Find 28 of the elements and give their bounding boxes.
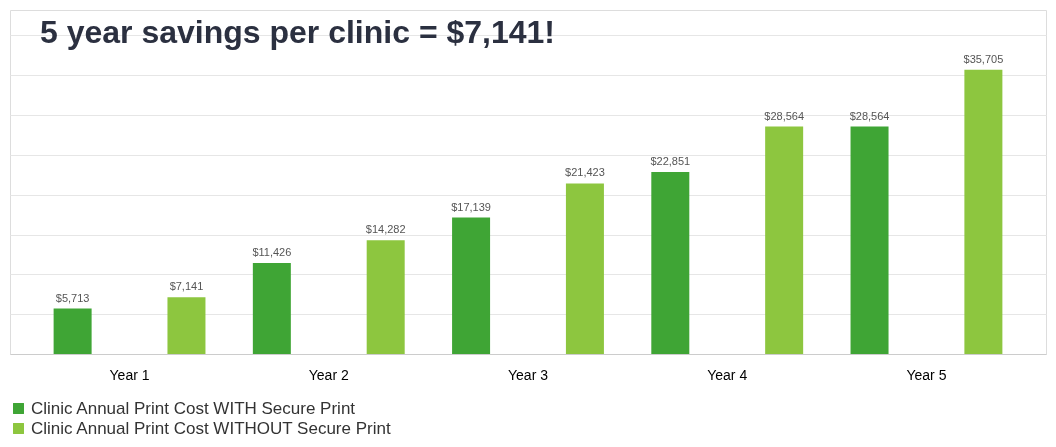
x-tick-label: Year 4 bbox=[707, 366, 748, 383]
data-label: $7,141 bbox=[169, 280, 204, 293]
data-label: $22,851 bbox=[650, 155, 691, 168]
bar bbox=[53, 308, 92, 354]
bar bbox=[366, 240, 405, 354]
x-tick-label: Year 2 bbox=[308, 366, 349, 383]
legend-label: Clinic Annual Print Cost WITH Secure Print bbox=[31, 398, 356, 418]
chart-title: 5 year savings per clinic = $7,141! bbox=[40, 14, 555, 50]
data-label: $17,139 bbox=[451, 200, 491, 213]
bar bbox=[765, 126, 804, 354]
bar bbox=[850, 126, 889, 354]
bar bbox=[452, 217, 491, 354]
x-tick-label: Year 3 bbox=[508, 366, 549, 383]
bar bbox=[651, 172, 690, 354]
legend-label: Clinic Annual Print Cost WITHOUT Secure Print bbox=[31, 418, 391, 438]
data-label: $21,423 bbox=[565, 166, 605, 179]
bar bbox=[167, 297, 206, 354]
data-label: $28,564 bbox=[849, 109, 890, 122]
data-label: $14,282 bbox=[365, 223, 406, 236]
bar bbox=[964, 69, 1003, 354]
data-label: $11,426 bbox=[252, 246, 292, 259]
data-label: $28,564 bbox=[764, 109, 805, 122]
x-tick-label: Year 5 bbox=[906, 366, 947, 383]
data-label: $5,713 bbox=[55, 291, 90, 304]
x-tick-label: Year 1 bbox=[109, 366, 150, 383]
bar bbox=[565, 183, 604, 354]
bar bbox=[252, 263, 291, 354]
data-label: $35,705 bbox=[963, 52, 1004, 65]
